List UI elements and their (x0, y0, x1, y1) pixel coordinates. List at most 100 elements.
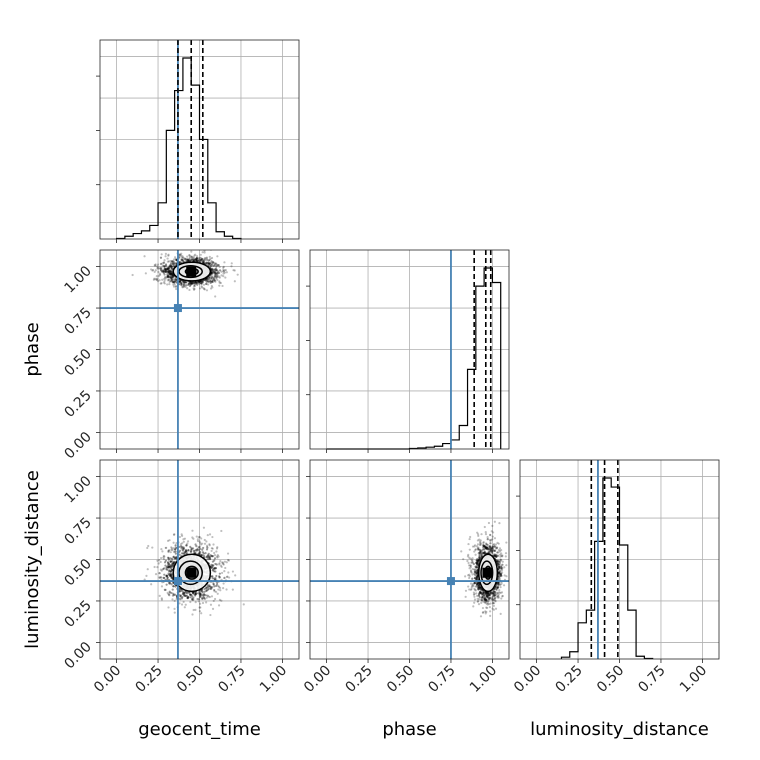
sample-point (174, 546, 177, 549)
sample-point (171, 598, 174, 601)
sample-point (205, 555, 208, 558)
sample-point (167, 573, 171, 576)
sample-point (212, 583, 215, 586)
sample-point (213, 268, 216, 272)
sample-point (189, 282, 193, 286)
sample-point (194, 258, 197, 261)
sample-point (199, 553, 202, 556)
sample-point (194, 548, 197, 552)
sample-point (203, 257, 206, 260)
sample-point (164, 255, 167, 258)
sample-point (178, 553, 181, 556)
sample-point (207, 283, 210, 286)
sample-point (212, 277, 215, 280)
sample-point (173, 280, 177, 283)
sample-point (481, 551, 484, 554)
sample-point (469, 564, 472, 567)
sample-point (476, 584, 479, 587)
sample-point (472, 562, 475, 566)
sample-point (485, 595, 489, 598)
sample-point (207, 280, 210, 283)
sample-point (476, 559, 480, 562)
sample-point (167, 593, 171, 596)
sample-point (490, 548, 493, 551)
sample-point (214, 295, 217, 298)
sample-point (222, 563, 225, 566)
sample-point (483, 596, 486, 599)
sample-point (198, 598, 201, 601)
sample-point (486, 606, 489, 610)
sample-point (478, 542, 482, 545)
sample-point (188, 282, 191, 285)
sample-point (218, 265, 221, 269)
sample-point (166, 279, 169, 282)
sample-point (164, 546, 167, 550)
sample-point (201, 597, 204, 601)
sample-point (195, 257, 198, 260)
sample-point (216, 278, 219, 282)
sample-point (152, 278, 155, 281)
sample-point (210, 595, 214, 598)
sample-point (167, 254, 170, 257)
sample-point (499, 574, 502, 577)
sample-point (213, 262, 216, 265)
truth-marker (173, 577, 182, 586)
sample-point (482, 592, 485, 595)
sample-point (200, 280, 203, 283)
sample-point (208, 262, 211, 265)
sample-point (184, 549, 188, 552)
sample-point (499, 553, 502, 556)
sample-point (168, 273, 171, 276)
sample-point (163, 561, 167, 564)
sample-point (487, 547, 490, 551)
y-tick-label: 0.00 (61, 639, 94, 672)
sample-point (492, 554, 496, 557)
sample-point (205, 289, 209, 292)
sample-point (209, 281, 212, 284)
sample-point (491, 524, 494, 527)
sample-point (210, 554, 213, 558)
sample-point (207, 264, 211, 267)
sample-point (215, 269, 218, 272)
sample-point (493, 592, 496, 595)
truth-marker (173, 304, 182, 313)
x-tick-label: 0.75 (215, 663, 248, 696)
sample-point (178, 590, 181, 593)
sample-point (173, 557, 177, 560)
sample-point (489, 539, 492, 543)
sample-point (165, 546, 168, 549)
sample-point (199, 592, 202, 595)
sample-point (173, 556, 177, 560)
sample-point (223, 576, 226, 580)
sample-point (209, 557, 212, 560)
sample-point (192, 284, 196, 288)
histogram-panel-geocent-time (96, 39, 300, 243)
sample-point (469, 535, 472, 539)
sample-point (208, 276, 211, 279)
sample-point (199, 589, 203, 593)
sample-point (207, 595, 210, 598)
sample-point (172, 563, 175, 567)
sample-point (187, 283, 190, 287)
sample-point (226, 558, 230, 562)
sample-point (170, 260, 174, 263)
sample-point (211, 564, 214, 567)
sample-point (476, 531, 479, 534)
sample-point (223, 271, 226, 274)
sample-point (479, 548, 482, 551)
sample-point (214, 269, 217, 272)
sample-point (486, 595, 489, 598)
sample-point (487, 550, 490, 553)
sample-point (166, 268, 169, 271)
sample-point (180, 283, 183, 287)
sample-point (169, 573, 173, 576)
sample-point (182, 600, 185, 604)
sample-point (468, 564, 471, 567)
sample-point (200, 282, 203, 285)
sample-point (483, 551, 486, 554)
sample-point (487, 592, 490, 595)
sample-point (475, 561, 478, 564)
sample-point (209, 287, 213, 290)
sample-point (168, 269, 171, 272)
sample-point (198, 287, 202, 290)
